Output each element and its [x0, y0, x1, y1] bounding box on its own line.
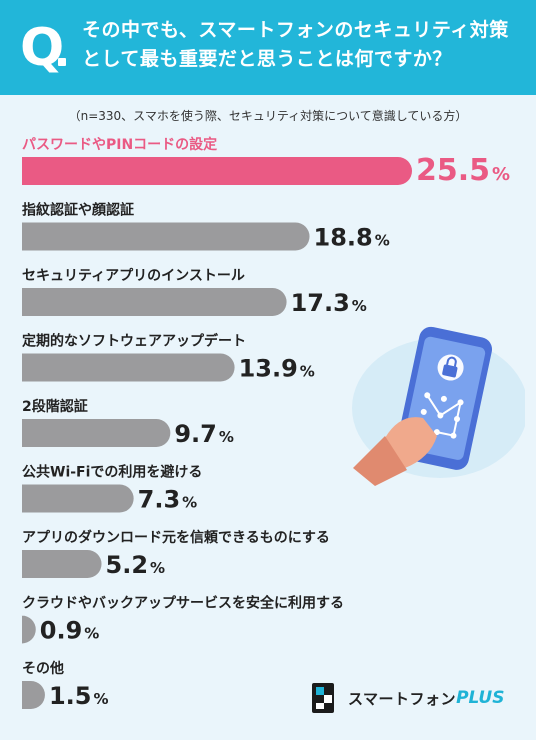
value-label: 0.9 — [40, 617, 83, 645]
logo-mark-icon — [312, 683, 334, 713]
category-label: クラウドやバックアップサービスを安全に利用する — [22, 595, 344, 612]
unit-label: % — [300, 363, 315, 381]
value-label: 13.9 — [239, 355, 298, 383]
category-label: 定期的なソフトウェアアップデート — [22, 333, 246, 350]
unit-label: % — [150, 559, 165, 577]
unit-label: % — [219, 428, 234, 446]
value-label: 25.5 — [416, 153, 490, 188]
category-label: アプリのダウンロード元を信頼できるものにする — [22, 529, 330, 546]
smartphone-lock-icon — [352, 326, 525, 486]
category-label: セキュリティアプリのインストール — [22, 268, 245, 284]
category-label: パスワードやPINコードの設定 — [22, 136, 217, 153]
category-label: 2段階認証 — [22, 398, 88, 415]
q-dot — [58, 58, 66, 66]
category-label: 公共Wi-Fiでの利用を避ける — [22, 464, 202, 481]
category-label: 指紋認証や顔認証 — [22, 202, 134, 219]
unit-label: % — [84, 625, 99, 643]
category-label: その他 — [22, 660, 64, 677]
unit-label: % — [352, 297, 367, 315]
logo-text: スマートフォン — [348, 689, 457, 708]
value-label: 17.3 — [291, 289, 350, 317]
bar — [22, 681, 45, 709]
bar — [22, 484, 134, 513]
value-label: 1.5 — [49, 682, 92, 710]
unit-label: % — [182, 494, 197, 512]
bar — [22, 419, 171, 447]
bar — [22, 550, 102, 578]
value-label: 5.2 — [106, 551, 149, 579]
unit-label: % — [93, 690, 108, 708]
bar — [22, 353, 235, 382]
brand-logo: スマートフォン PLUS — [310, 681, 504, 715]
bar — [22, 157, 412, 185]
value-label: 18.8 — [314, 224, 373, 252]
unit-label: % — [375, 232, 390, 250]
value-label: 7.3 — [138, 486, 181, 514]
bar — [22, 222, 310, 251]
bar — [21, 615, 36, 644]
value-label: 9.7 — [174, 420, 217, 448]
bar — [22, 288, 287, 316]
unit-label: % — [492, 164, 510, 185]
question-header: Q その中でも、スマートフォンのセキュリティ対策として最も重要だと思うことは何で… — [0, 0, 536, 95]
logo-plus: PLUS — [456, 688, 505, 708]
question-text: その中でも、スマートフォンのセキュリティ対策として最も重要だと思うことは何ですか… — [82, 19, 509, 70]
q-label: Q — [20, 18, 65, 78]
sample-note: （n=330、スマホを使う際、セキュリティ対策について意識している方） — [68, 109, 468, 123]
